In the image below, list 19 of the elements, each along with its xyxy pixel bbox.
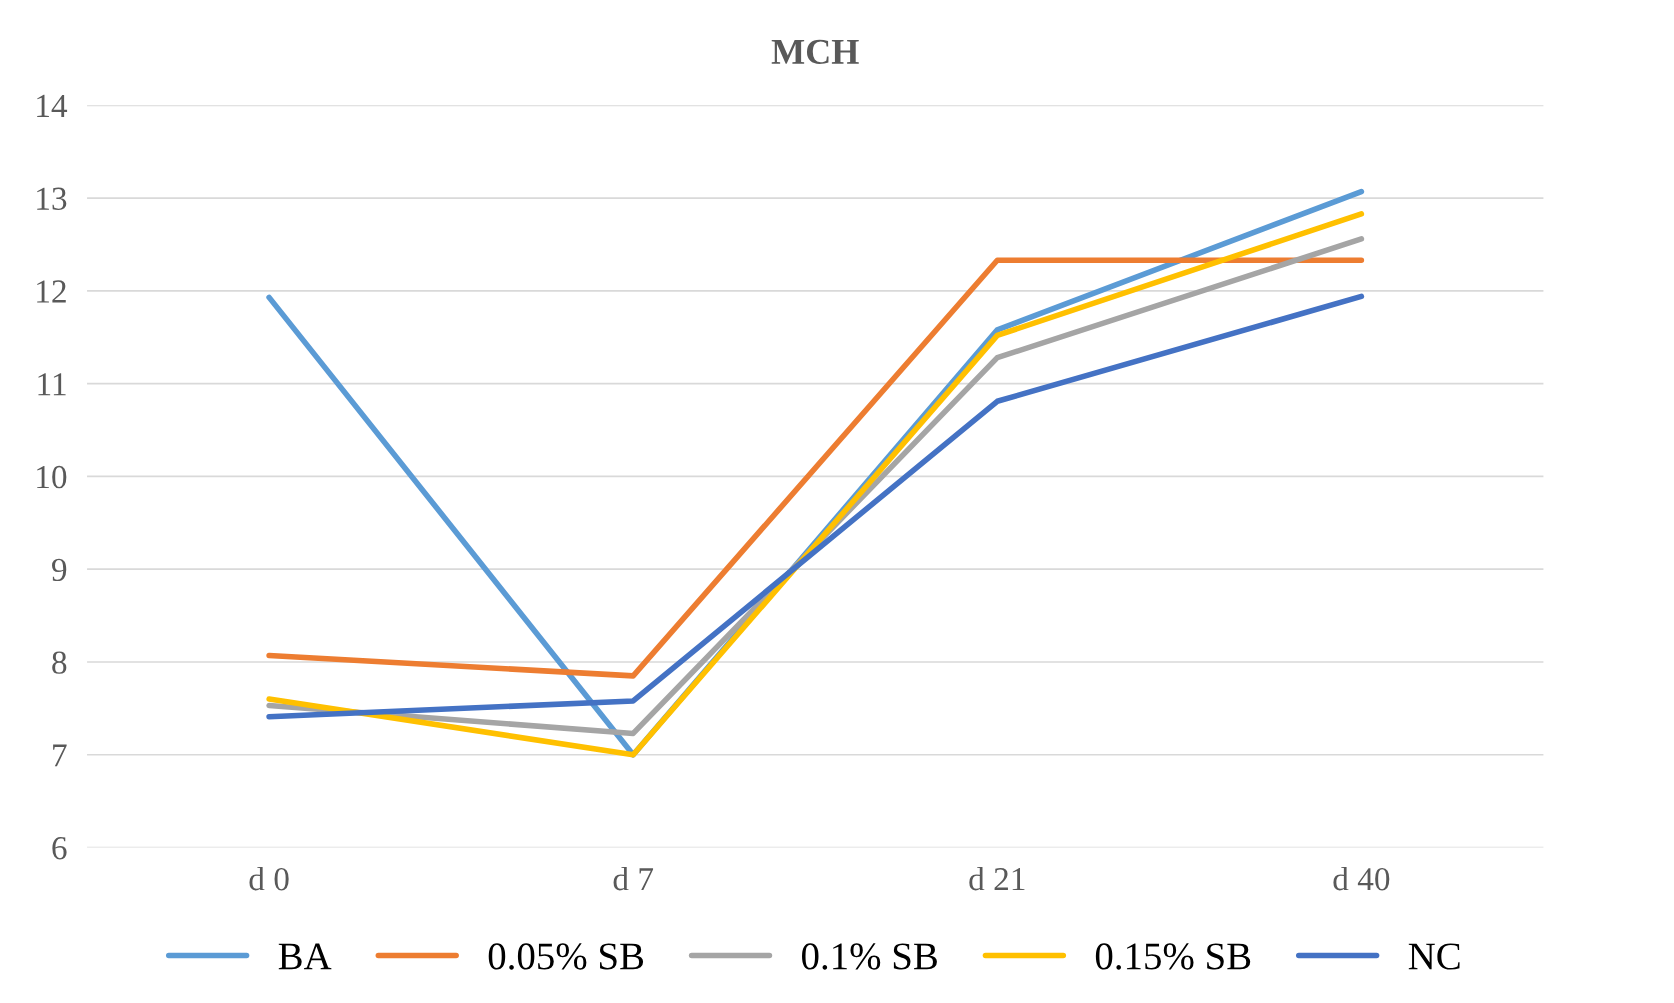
y-tick-label: 14 [37, 94, 68, 117]
y-tick-label: 10 [37, 465, 67, 489]
x-tick-label: d 21 [969, 866, 1025, 891]
x-tick-label: d 0 [249, 866, 289, 891]
y-tick-label: 13 [37, 187, 67, 210]
y-tick-label: 6 [52, 837, 67, 860]
legend-label: 0.15% SB [1095, 943, 1251, 970]
x-tick-label: d 40 [1333, 866, 1390, 891]
y-tick-label: 12 [37, 280, 66, 303]
legend-label: NC [1408, 943, 1460, 970]
y-tick-label: 8 [52, 651, 67, 674]
legend-label: 0.1% SB [802, 943, 937, 970]
chart-title: MCH [771, 39, 859, 64]
legend-label: BA [278, 943, 332, 970]
x-tick-label: d 7 [613, 866, 654, 891]
y-tick-label: 11 [38, 373, 66, 396]
y-tick-label: 7 [53, 744, 67, 767]
legend-label: 0.05% SB [488, 943, 644, 970]
y-tick-label: 9 [52, 558, 67, 582]
